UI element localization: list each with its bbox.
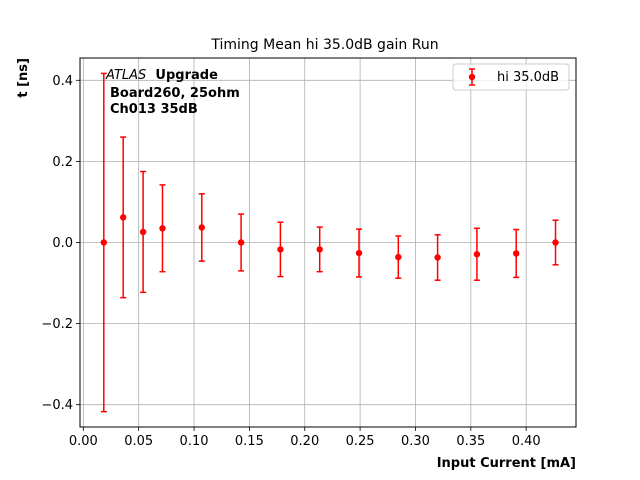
annotation-line2: Board260, 25ohm bbox=[110, 86, 240, 101]
data-point bbox=[277, 246, 284, 253]
data-point bbox=[198, 224, 205, 231]
x-tick-label: 0.05 bbox=[124, 434, 153, 449]
x-tick-label: 0.10 bbox=[180, 434, 209, 449]
x-tick-label: 0.00 bbox=[69, 434, 98, 449]
grid-lines bbox=[80, 58, 576, 427]
chart-title: Timing Mean hi 35.0dB gain Run bbox=[210, 37, 438, 53]
y-tick-label: −0.4 bbox=[41, 398, 73, 413]
svg-text:ATLAS Upgrade: ATLAS Upgrade bbox=[105, 68, 218, 83]
legend-label: hi 35.0dB bbox=[497, 70, 559, 85]
y-tick-label: 0.2 bbox=[52, 155, 73, 170]
atlas-annotation: ATLAS Upgrade Board260, 25ohm Ch013 35dB bbox=[105, 68, 240, 117]
y-tick-label: 0.0 bbox=[52, 236, 73, 251]
data-point bbox=[237, 239, 245, 246]
x-tick-label: 0.40 bbox=[512, 434, 541, 449]
x-tick-label: 0.15 bbox=[235, 434, 264, 449]
y-tick-label: 0.4 bbox=[52, 74, 73, 89]
data-point bbox=[119, 214, 127, 221]
x-tick-label: 0.25 bbox=[346, 434, 375, 449]
data-point bbox=[355, 249, 363, 257]
legend-marker bbox=[468, 73, 476, 81]
data-series bbox=[100, 72, 559, 413]
x-axis-label: Input Current [mA] bbox=[437, 456, 576, 471]
annotation-line3: Ch013 35dB bbox=[110, 102, 198, 117]
data-point bbox=[395, 253, 402, 261]
plot-area-frame bbox=[79, 57, 577, 428]
x-tick-label: 0.30 bbox=[401, 434, 430, 449]
annotation-experiment: ATLAS bbox=[105, 68, 146, 83]
data-point bbox=[473, 251, 481, 258]
data-point bbox=[513, 250, 520, 257]
data-point bbox=[552, 239, 559, 246]
data-point bbox=[139, 228, 147, 236]
data-point bbox=[159, 225, 166, 232]
annotation-tag: Upgrade bbox=[155, 68, 218, 83]
data-point bbox=[100, 239, 108, 246]
x-tick-label: 0.35 bbox=[456, 434, 485, 449]
data-point bbox=[316, 246, 323, 253]
legend: hi 35.0dB bbox=[452, 63, 570, 91]
y-axis-label: t [ns] bbox=[16, 58, 31, 98]
legend-box bbox=[452, 63, 570, 91]
axis-ticks: 0.00 0.05 0.10 0.15 0.20 0.25 0.30 0.35 0.40 −0.4… bbox=[41, 74, 540, 449]
y-tick-label: −0.2 bbox=[41, 317, 73, 332]
x-tick-label: 0.20 bbox=[290, 434, 319, 449]
data-point bbox=[434, 254, 441, 261]
